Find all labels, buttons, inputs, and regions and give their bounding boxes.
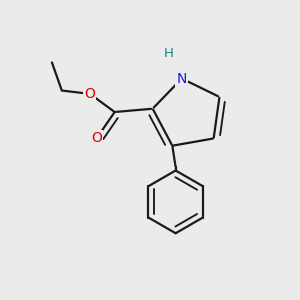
Text: N: N (177, 71, 187, 85)
Text: O: O (91, 131, 102, 146)
Text: O: O (85, 87, 95, 101)
Text: H: H (164, 47, 173, 60)
